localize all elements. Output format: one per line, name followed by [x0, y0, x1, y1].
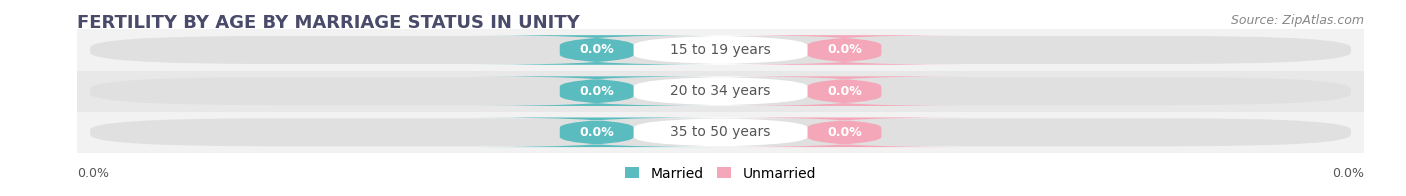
Text: 15 to 19 years: 15 to 19 years [671, 43, 770, 57]
Text: 0.0%: 0.0% [579, 126, 614, 139]
Text: 0.0%: 0.0% [827, 44, 862, 56]
Bar [77, 29, 1364, 71]
FancyBboxPatch shape [634, 35, 807, 65]
FancyBboxPatch shape [721, 35, 969, 65]
Text: 0.0%: 0.0% [1331, 167, 1364, 180]
FancyBboxPatch shape [721, 76, 969, 106]
FancyBboxPatch shape [472, 117, 721, 147]
Text: 20 to 34 years: 20 to 34 years [671, 84, 770, 98]
FancyBboxPatch shape [472, 35, 721, 65]
Legend: Married, Unmarried: Married, Unmarried [626, 167, 815, 181]
Text: FERTILITY BY AGE BY MARRIAGE STATUS IN UNITY: FERTILITY BY AGE BY MARRIAGE STATUS IN U… [77, 14, 581, 32]
FancyBboxPatch shape [90, 36, 1351, 64]
Text: 0.0%: 0.0% [579, 44, 614, 56]
Text: 35 to 50 years: 35 to 50 years [671, 125, 770, 139]
FancyBboxPatch shape [90, 77, 1351, 105]
Bar [77, 71, 1364, 112]
Bar [77, 112, 1364, 153]
Text: 0.0%: 0.0% [827, 126, 862, 139]
Text: Source: ZipAtlas.com: Source: ZipAtlas.com [1230, 14, 1364, 27]
FancyBboxPatch shape [90, 118, 1351, 146]
FancyBboxPatch shape [721, 117, 969, 147]
FancyBboxPatch shape [634, 117, 807, 147]
FancyBboxPatch shape [472, 76, 721, 106]
FancyBboxPatch shape [634, 76, 807, 106]
Text: 0.0%: 0.0% [77, 167, 110, 180]
Text: 0.0%: 0.0% [827, 85, 862, 98]
Text: 0.0%: 0.0% [579, 85, 614, 98]
